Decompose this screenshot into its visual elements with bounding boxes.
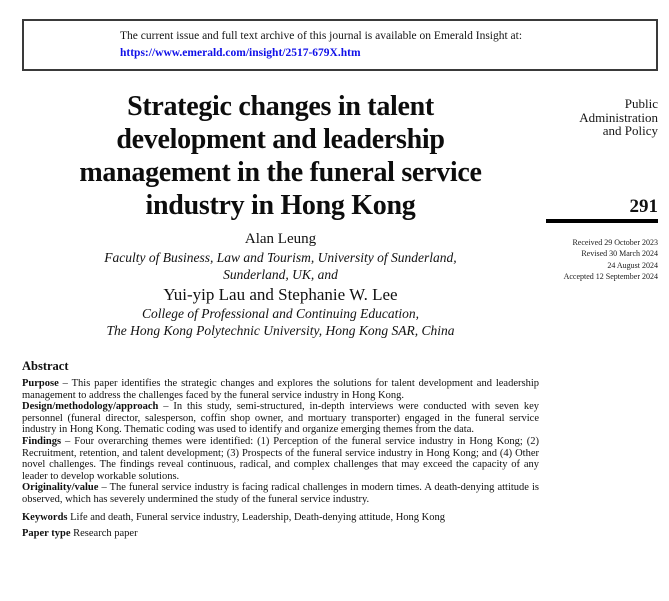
abstract-design: Design/methodology/approach – In this st… (22, 401, 539, 436)
abstract-purpose-label: Purpose (22, 378, 59, 389)
divider-rule (546, 218, 658, 223)
paper-type-line: Paper type Research paper (22, 528, 539, 540)
article-title-line: industry in Hong Kong (145, 190, 416, 221)
keywords-line: Keywords Life and death, Funeral service… (22, 512, 539, 524)
article-title-line: management in the funeral service (79, 157, 482, 188)
abstract-originality-label: Originality/value (22, 482, 99, 494)
abstract-heading: Abstract (22, 359, 69, 373)
keywords-label: Keywords (22, 511, 68, 523)
history-received: Received 29 October 2023 (572, 237, 658, 247)
article-history: Received 29 October 2023 Revised 30 Marc… (546, 237, 658, 283)
article-title-line: Strategic changes in talent (127, 91, 434, 122)
journal-sidebar: Public Administration and Policy 291 Rec… (546, 97, 658, 283)
journal-name-line: Administration (579, 109, 658, 125)
abstract-findings-text: – Four overarching themes were identifie… (22, 435, 540, 482)
journal-name: Public Administration and Policy (546, 97, 658, 138)
journal-name-line: Public (624, 96, 658, 111)
history-accepted: Accepted 12 September 2024 (563, 272, 658, 281)
journal-archive-link[interactable]: https://www.emerald.com/insight/2517-679… (120, 46, 361, 59)
author-affiliation-line: The Hong Kong Polytechnic University, Ho… (106, 323, 455, 338)
abstract-findings: Findings – Four overarching themes were … (22, 436, 539, 482)
paper-type-text: Research paper (73, 528, 138, 540)
paper-type-label: Paper type (22, 528, 71, 540)
access-notice-text: The current issue and full text archive … (120, 30, 523, 42)
author-affiliation-line: Sunderland, UK, and (223, 267, 338, 282)
author-name-lau-lee: Yui-yip Lau and Stephanie W. Lee (163, 285, 398, 304)
abstract-purpose: Purpose – This paper identifies the stra… (22, 378, 539, 401)
abstract-section: Abstract Purpose – This paper identifies… (22, 359, 539, 540)
abstract-originality-text: – The funeral service industry is facing… (22, 482, 539, 505)
access-notice-box: The current issue and full text archive … (22, 19, 658, 71)
article-title-line: development and leadership (116, 124, 445, 155)
article-title: Strategic changes in talent development … (22, 90, 539, 222)
keywords-text: Life and death, Funeral service industry… (70, 511, 445, 523)
abstract-originality: Originality/value – The funeral service … (22, 482, 539, 505)
page-number: 291 (629, 195, 659, 217)
journal-name-line: and Policy (602, 123, 658, 138)
abstract-purpose-text: – This paper identifies the strategic ch… (22, 378, 540, 401)
abstract-design-label: Design/methodology/approach (22, 401, 159, 413)
abstract-findings-label: Findings (22, 435, 62, 447)
abstract-design-text: – In this study, semi-structured, in-dep… (22, 401, 539, 436)
history-revised: Revised 30 March 2024 (581, 249, 658, 258)
author-name-alan-leung: Alan Leung (244, 231, 317, 247)
author-affiliation-line: Faculty of Business, Law and Tourism, Un… (104, 250, 457, 265)
author-block: Alan Leung Faculty of Business, Law and … (22, 229, 539, 339)
author-affiliation-line: College of Professional and Continuing E… (142, 306, 419, 321)
history-revised-2: 24 August 2024 (607, 260, 658, 270)
